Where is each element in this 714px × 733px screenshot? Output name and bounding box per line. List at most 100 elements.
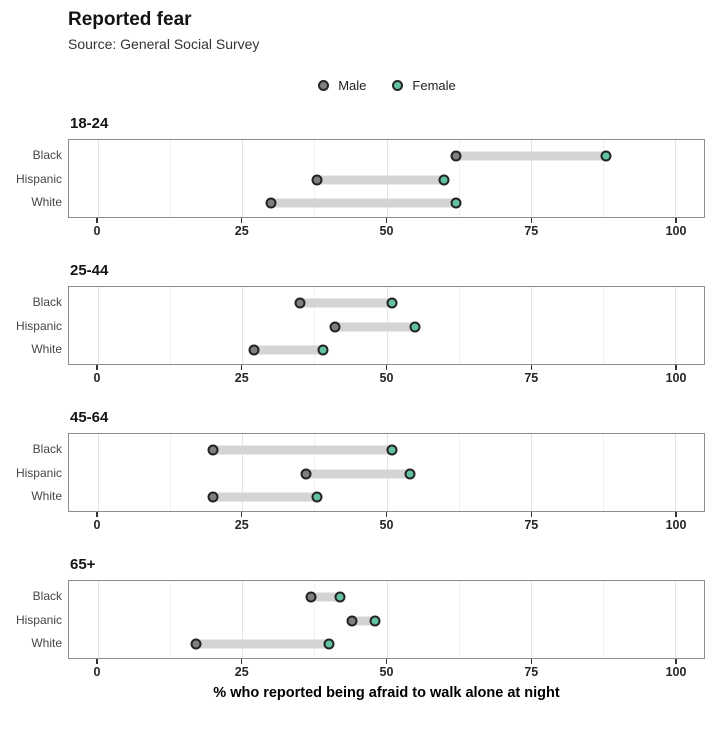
female-dot bbox=[450, 197, 462, 209]
facet-title: 25-44 bbox=[70, 262, 109, 279]
facet-title: 18-24 bbox=[70, 115, 109, 132]
x-tick-mark bbox=[530, 218, 533, 223]
x-axis: 0 25 50 75 100 bbox=[68, 365, 705, 389]
male-dot bbox=[248, 344, 260, 356]
gridline-major bbox=[530, 287, 532, 364]
legend: Male Female bbox=[68, 75, 706, 95]
plot-panel bbox=[68, 580, 705, 659]
x-tick-label: 50 bbox=[379, 371, 394, 385]
y-axis-label: Black bbox=[32, 148, 62, 162]
y-axis-label: Black bbox=[32, 589, 62, 603]
facet-45-64: 45-64 Black Hispanic White 0 25 50 75 100 bbox=[0, 407, 714, 536]
x-tick-mark bbox=[385, 365, 388, 370]
x-tick-mark bbox=[675, 512, 677, 517]
x-tick-label: 100 bbox=[665, 665, 687, 679]
dumbbell-bar bbox=[253, 345, 323, 355]
dumbbell-bar bbox=[305, 469, 410, 478]
dumbbell-bar bbox=[311, 592, 341, 602]
x-tick-mark bbox=[96, 218, 98, 223]
x-tick-label: 25 bbox=[234, 518, 249, 532]
legend-dot-female bbox=[392, 79, 404, 91]
male-dot bbox=[329, 321, 341, 332]
gridline-minor bbox=[602, 287, 604, 364]
dumbbell-bar bbox=[317, 175, 445, 184]
gridline-minor bbox=[170, 287, 172, 364]
male-dot bbox=[190, 638, 202, 650]
male-dot bbox=[450, 150, 462, 162]
gridline-major bbox=[97, 287, 99, 364]
female-dot bbox=[334, 591, 346, 603]
gridline-major bbox=[242, 581, 244, 658]
dumbbell-bar bbox=[213, 492, 318, 502]
male-dot bbox=[265, 197, 277, 209]
x-tick-label: 75 bbox=[524, 371, 539, 385]
gridline-major bbox=[242, 140, 244, 217]
gridline-major bbox=[675, 581, 677, 658]
dumbbell-bar bbox=[351, 616, 375, 625]
female-dot bbox=[404, 468, 416, 479]
x-tick-label: 0 bbox=[93, 665, 101, 679]
female-dot bbox=[600, 150, 612, 162]
y-axis-label: White bbox=[31, 342, 62, 356]
facet-body: Black Hispanic White bbox=[16, 286, 714, 365]
x-tick-label: 50 bbox=[379, 665, 394, 679]
x-tick-label: 25 bbox=[234, 224, 249, 238]
x-tick-mark bbox=[385, 218, 388, 223]
x-axis: 0 25 50 75 100 bbox=[68, 218, 705, 242]
x-tick-label: 25 bbox=[234, 665, 249, 679]
male-dot bbox=[300, 468, 312, 479]
facet-18-24: 18-24 Black Hispanic White 0 25 50 75 100 bbox=[0, 113, 714, 242]
plot-panel bbox=[68, 433, 705, 512]
male-dot bbox=[346, 615, 358, 626]
x-tick-mark bbox=[675, 659, 677, 664]
legend-label-male: Male bbox=[338, 77, 367, 93]
female-dot bbox=[323, 638, 335, 650]
female-dot bbox=[311, 491, 323, 503]
y-axis-label: Black bbox=[32, 295, 62, 309]
y-axis-label: White bbox=[31, 195, 62, 209]
x-tick-label: 0 bbox=[93, 224, 101, 238]
chart-subtitle: Source: General Social Survey bbox=[68, 36, 260, 52]
x-tick-mark bbox=[385, 512, 388, 517]
y-axis-label: Hispanic bbox=[15, 318, 62, 333]
x-tick-label: 0 bbox=[93, 371, 101, 385]
dumbbell-bar bbox=[299, 298, 393, 308]
x-tick-mark bbox=[530, 659, 533, 664]
male-dot bbox=[305, 591, 317, 603]
x-axis-title: % who reported being afraid to walk alon… bbox=[213, 685, 560, 701]
facet-title: 65+ bbox=[70, 556, 96, 573]
gridline-minor bbox=[458, 434, 460, 511]
gridline-minor bbox=[602, 581, 604, 658]
x-tick-mark bbox=[530, 512, 533, 517]
y-axis-label: White bbox=[31, 489, 62, 503]
gridline-minor bbox=[458, 287, 460, 364]
x-tick-label: 100 bbox=[665, 371, 687, 385]
gridline-major bbox=[530, 140, 532, 217]
y-axis-label: White bbox=[31, 636, 62, 650]
gridline-major bbox=[675, 287, 677, 364]
gridline-major bbox=[97, 140, 99, 217]
x-tick-mark bbox=[240, 512, 243, 517]
legend-label-female: Female bbox=[412, 77, 456, 93]
gridline-major bbox=[675, 434, 677, 511]
facet-body: Black Hispanic White bbox=[16, 433, 714, 512]
male-dot bbox=[207, 444, 219, 456]
male-dot bbox=[311, 174, 323, 185]
x-tick-mark bbox=[96, 365, 98, 370]
gridline-minor bbox=[458, 140, 460, 217]
gridline-minor bbox=[458, 581, 460, 658]
x-axis: 0 25 50 75 100 bbox=[68, 512, 705, 536]
y-axis-labels: Black Hispanic White bbox=[0, 286, 62, 365]
gridline-minor bbox=[170, 140, 172, 217]
male-dot bbox=[294, 297, 306, 309]
x-tick-mark bbox=[385, 659, 388, 664]
x-tick-label: 25 bbox=[234, 371, 249, 385]
facet-title: 45-64 bbox=[70, 409, 109, 426]
facet-65+: 65+ Black Hispanic White 0 25 50 75 100 bbox=[0, 554, 714, 683]
dumbbell-bar bbox=[334, 322, 416, 331]
y-axis-labels: Black Hispanic White bbox=[0, 580, 62, 659]
gridline-minor bbox=[170, 434, 172, 511]
x-tick-label: 100 bbox=[665, 518, 687, 532]
gridline-minor bbox=[602, 140, 604, 217]
